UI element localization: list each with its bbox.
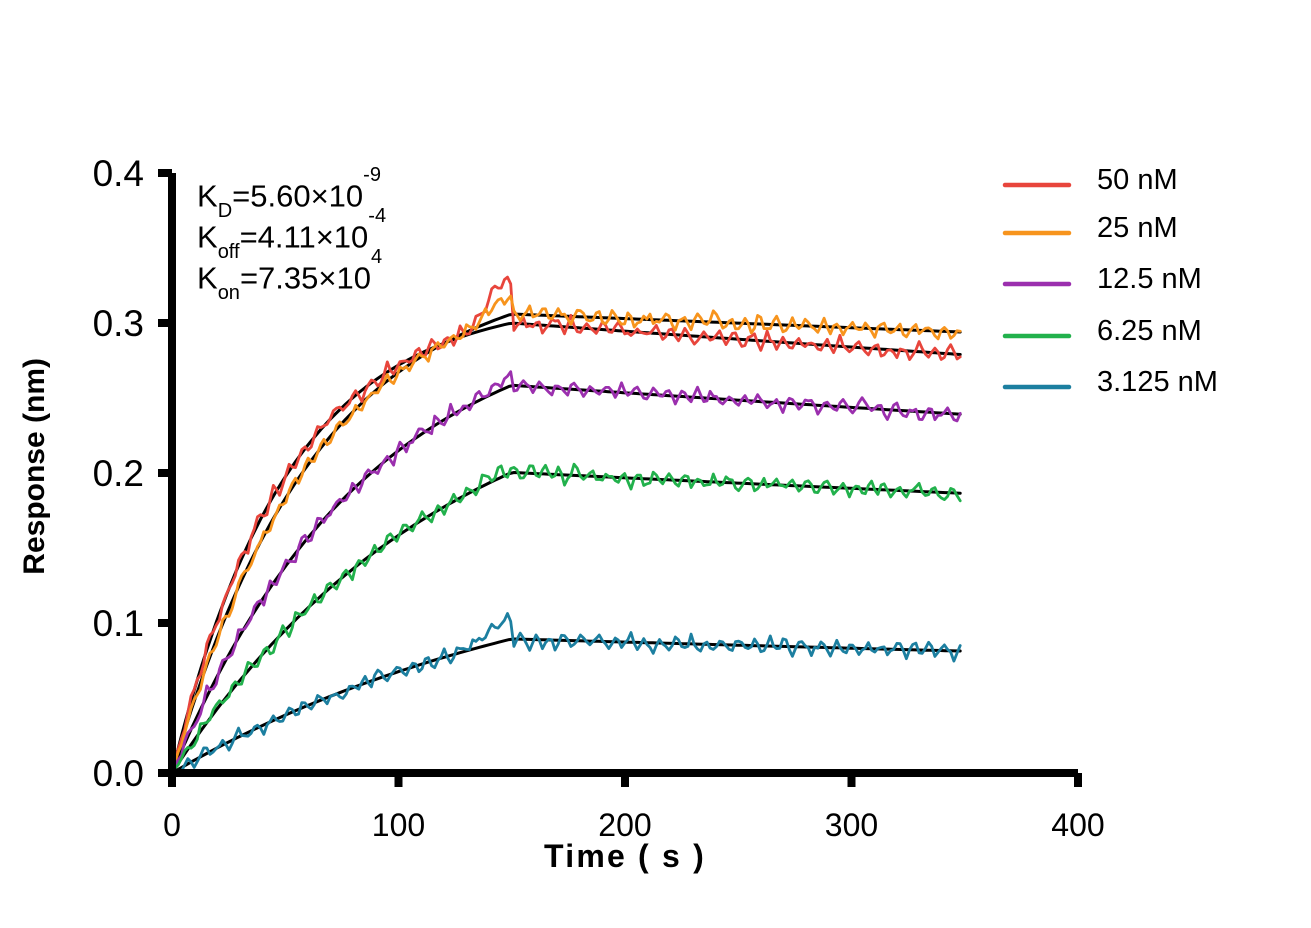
svg-text:25 nM: 25 nM	[1097, 212, 1178, 244]
svg-text:3.125 nM: 3.125 nM	[1097, 366, 1218, 398]
svg-text:0.4: 0.4	[93, 153, 144, 194]
svg-text:0: 0	[163, 807, 181, 843]
svg-text:12.5 nM: 12.5 nM	[1097, 263, 1202, 295]
svg-text:300: 300	[825, 807, 878, 843]
svg-text:0.2: 0.2	[93, 453, 144, 494]
svg-text:0.1: 0.1	[93, 603, 144, 644]
svg-text:100: 100	[372, 807, 425, 843]
svg-text:50 nM: 50 nM	[1097, 164, 1178, 196]
svg-text:6.25 nM: 6.25 nM	[1097, 315, 1202, 347]
svg-text:400: 400	[1051, 807, 1104, 843]
svg-text:0.0: 0.0	[93, 753, 144, 794]
svg-text:0.3: 0.3	[93, 303, 144, 344]
